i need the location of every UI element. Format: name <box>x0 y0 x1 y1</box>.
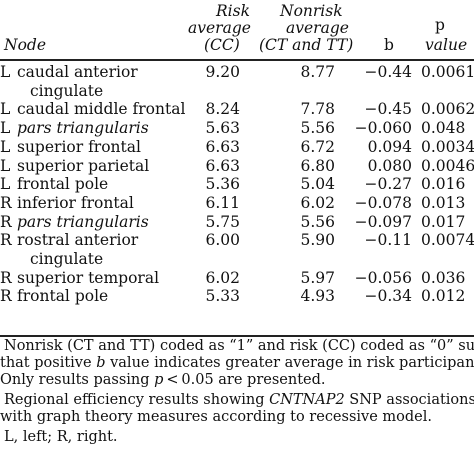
row-b-value: −0.34 <box>364 287 413 306</box>
row-hemisphere: L <box>0 156 11 175</box>
row-nonrisk-average: 5.97 <box>300 268 335 287</box>
row-node-name: pars triangularis <box>17 212 149 231</box>
row-p-value: 0.013 <box>421 193 466 212</box>
bottom-rule <box>0 335 474 337</box>
row-b-value: 0.094 <box>367 137 412 156</box>
footnote-text: Only results passing <box>0 372 155 388</box>
header-rule <box>0 59 474 61</box>
row-risk-average: 6.02 <box>205 268 240 287</box>
row-p-value: 0.0034 <box>421 137 474 156</box>
row-b-value: −0.097 <box>354 212 412 231</box>
footnote-coding: Nonrisk (CT and TT) coded as “1” and ris… <box>4 338 474 355</box>
footnote-regional: Regional efficiency results showing CNTN… <box>4 392 474 409</box>
row-b-value: −0.27 <box>364 175 413 194</box>
row-b-value: 0.080 <box>367 156 412 175</box>
row-b-value: −0.060 <box>354 119 412 138</box>
row-hemisphere: L <box>0 119 11 138</box>
row-node-name-cont: cingulate <box>30 81 104 100</box>
header-p-line1: p <box>435 16 445 34</box>
row-node-name: caudal middle frontal <box>17 100 186 119</box>
row-node-name: superior parietal <box>17 156 150 175</box>
row-nonrisk-average: 5.04 <box>300 175 335 194</box>
row-p-value: 0.0062 <box>421 100 474 119</box>
row-risk-average: 6.11 <box>205 193 240 212</box>
header-risk-line2: average <box>188 19 251 37</box>
footnote-text: < 0.05 are presented. <box>163 372 326 388</box>
row-p-value: 0.048 <box>421 119 466 138</box>
row-node-name: frontal pole <box>17 175 109 194</box>
header-node: Node <box>4 36 46 54</box>
row-risk-average: 9.20 <box>205 63 240 81</box>
row-hemisphere: R <box>0 212 12 231</box>
row-hemisphere: R <box>0 287 12 306</box>
row-hemisphere: R <box>0 231 12 250</box>
row-node-name: pars triangularis <box>17 119 149 138</box>
footnote-coding-line2: that positive b value indicates greater … <box>0 355 474 372</box>
header-p-line2: value <box>425 36 468 54</box>
row-p-value: 0.036 <box>421 268 466 287</box>
row-nonrisk-average: 6.02 <box>300 193 335 212</box>
row-b-value: −0.45 <box>364 100 413 119</box>
header-nonrisk-line3: (CT and TT) <box>259 36 354 54</box>
row-nonrisk-average: 8.77 <box>300 63 335 81</box>
row-risk-average: 6.00 <box>205 231 240 250</box>
row-nonrisk-average: 6.80 <box>300 156 335 175</box>
row-node-name: inferior frontal <box>17 193 134 212</box>
footnote-italic-p: p <box>154 372 164 388</box>
row-hemisphere: L <box>0 100 11 119</box>
row-b-value: −0.11 <box>364 231 413 250</box>
row-hemisphere: L <box>0 63 11 81</box>
row-risk-average: 5.33 <box>205 287 240 306</box>
row-node-name: superior temporal <box>17 268 160 287</box>
row-nonrisk-average: 5.56 <box>300 212 335 231</box>
footnote-text: Regional efficiency results showing <box>4 392 270 408</box>
footnote-coding-line3: Only results passing p < 0.05 are presen… <box>0 372 474 389</box>
row-node-name: superior frontal <box>17 137 141 156</box>
footnote-gene-name: CNTNAP2 <box>269 392 345 408</box>
row-p-value: 0.0046 <box>421 156 474 175</box>
header-risk-line3: (CC) <box>204 36 240 54</box>
footnote-regional-line2: with graph theory measures according to … <box>0 409 433 425</box>
row-p-value: 0.017 <box>421 212 466 231</box>
row-nonrisk-average: 5.90 <box>300 231 335 250</box>
row-hemisphere: R <box>0 193 12 212</box>
row-p-value: 0.016 <box>421 175 466 194</box>
row-risk-average: 6.63 <box>205 156 240 175</box>
header-risk-line1: Risk <box>216 2 250 20</box>
header-nonrisk-line1: Nonrisk <box>280 2 343 20</box>
header-nonrisk-line2: average <box>286 19 349 37</box>
row-nonrisk-average: 7.78 <box>300 100 335 119</box>
row-b-value: −0.056 <box>354 268 412 287</box>
footnote-abbreviations: L, left; R, right. <box>4 429 118 445</box>
row-risk-average: 6.63 <box>205 137 240 156</box>
footnote-text: value indicates greater average in risk … <box>105 355 474 371</box>
footnote-italic-b: b <box>96 355 106 371</box>
row-p-value: 0.0061 <box>421 63 474 81</box>
row-nonrisk-average: 4.93 <box>300 287 335 306</box>
row-hemisphere: L <box>0 137 11 156</box>
row-risk-average: 5.63 <box>205 119 240 138</box>
row-risk-average: 5.36 <box>205 175 240 194</box>
row-nonrisk-average: 6.72 <box>300 137 335 156</box>
row-node-name-cont: cingulate <box>30 250 104 268</box>
row-p-value: 0.0074 <box>421 231 474 250</box>
row-b-value: −0.078 <box>354 193 412 212</box>
footnote-text: SNP associations <box>344 392 474 408</box>
footnote-coding-line1: Nonrisk (CT and TT) coded as “1” and ris… <box>4 338 474 354</box>
row-hemisphere: L <box>0 175 11 194</box>
row-node-name: caudal anterior <box>17 63 138 81</box>
row-p-value: 0.012 <box>421 287 466 306</box>
row-hemisphere: R <box>0 268 12 287</box>
row-b-value: −0.44 <box>364 63 413 81</box>
row-node-name: frontal pole <box>17 287 109 306</box>
row-node-name: rostral anterior <box>17 231 139 250</box>
row-risk-average: 8.24 <box>205 100 240 119</box>
header-b: b <box>384 36 394 54</box>
row-risk-average: 5.75 <box>205 212 240 231</box>
footnote-text: that positive <box>0 355 97 371</box>
row-nonrisk-average: 5.56 <box>300 119 335 138</box>
